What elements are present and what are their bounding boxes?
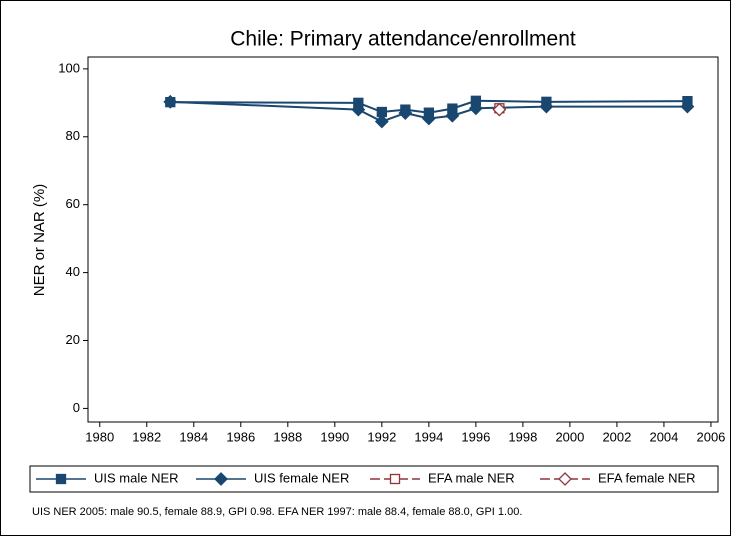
legend-marker — [558, 472, 572, 486]
x-tick-label: 1994 — [414, 429, 443, 444]
x-tick-label: 1984 — [179, 429, 208, 444]
x-tick-label: 1982 — [132, 429, 161, 444]
legend-label: EFA female NER — [598, 470, 696, 485]
x-tick-label: 2002 — [602, 429, 631, 444]
y-tick-label: 60 — [66, 196, 80, 211]
x-tick-label: 1992 — [367, 429, 396, 444]
data-point — [539, 99, 554, 114]
y-axis-label: NER or NAR (%) — [31, 184, 48, 297]
y-tick-label: 40 — [66, 264, 80, 279]
x-tick-label: 1996 — [461, 429, 490, 444]
data-point — [351, 102, 366, 117]
y-tick-label: 80 — [66, 128, 80, 143]
data-point — [468, 101, 483, 116]
data-point — [163, 94, 178, 109]
legend-marker — [389, 473, 401, 485]
data-point — [421, 111, 436, 126]
legend-marker — [214, 472, 228, 486]
legend-label: UIS female NER — [254, 470, 349, 485]
legend-label: UIS male NER — [94, 470, 179, 485]
legend-label: EFA male NER — [428, 470, 515, 485]
note: UIS NER 2005: male 90.5, female 88.9, GP… — [32, 506, 522, 518]
x-tick-label: 1990 — [320, 429, 349, 444]
plot-area — [87, 56, 719, 423]
chart-title: Chile: Primary attendance/enrollment — [230, 28, 576, 51]
data-point — [680, 99, 695, 114]
x-tick-label: 1988 — [273, 429, 302, 444]
x-tick-label: 2006 — [696, 429, 725, 444]
y-tick-label: 0 — [73, 400, 80, 415]
x-tick-label: 2004 — [649, 429, 678, 444]
x-tick-label: 1986 — [226, 429, 255, 444]
data-point — [398, 106, 413, 120]
y-tick-label: 20 — [66, 332, 80, 347]
data-point — [445, 108, 460, 123]
x-tick-label: 2000 — [555, 429, 584, 444]
data-point — [492, 102, 507, 117]
x-tick-label: 1998 — [508, 429, 537, 444]
legend-marker — [55, 473, 67, 485]
y-tick-label: 100 — [58, 60, 80, 75]
x-tick-label: 1980 — [85, 429, 114, 444]
data-point — [374, 114, 389, 129]
